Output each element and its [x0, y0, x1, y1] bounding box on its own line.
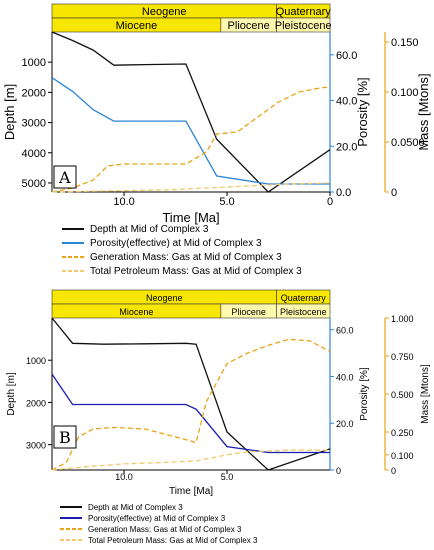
series-line-0	[51, 317, 331, 471]
panel-tag-box	[53, 425, 77, 449]
mass-tick-label: 0.100	[391, 87, 419, 99]
legend-entry: Porosity(effective) at Mid of Complex 3	[90, 238, 262, 249]
series-line-3	[51, 182, 331, 193]
epoch-band	[276, 303, 331, 319]
porosity-tick-label: 20.0	[336, 419, 354, 429]
series-line-2	[51, 86, 331, 193]
panel-tag-box	[53, 165, 77, 189]
series-line-0	[51, 31, 331, 193]
depth-tick-label: 5000	[22, 178, 46, 190]
porosity-axis-label: Porosity [%]	[359, 367, 370, 421]
legend-entry: Total Petroleum Mass: Gas at Mid of Comp…	[88, 536, 258, 545]
mass-tick-label: 0.250	[391, 428, 414, 438]
panel-tag-label: B	[59, 428, 71, 447]
legend-entry: Generation Mass: Gas at Mid of Complex 3	[90, 252, 282, 263]
porosity-axis-label: Porosity [%]	[355, 77, 370, 146]
epoch-label: Pleistocene	[280, 307, 327, 317]
time-tick-label: 5.0	[219, 196, 234, 208]
panel-tag-label: A	[58, 168, 71, 187]
porosity-tick-label: 60.0	[336, 50, 357, 62]
depth-tick-label: 3000	[22, 118, 46, 130]
epoch-label: Miocene	[119, 307, 153, 317]
porosity-tick-label: 20.0	[336, 141, 357, 153]
era-label: Neogene	[146, 293, 183, 303]
mass-tick-label: 0	[391, 187, 397, 199]
time-axis-label: Time [Ma]	[169, 486, 213, 497]
epoch-label: Pliocene	[228, 20, 270, 32]
era-label: Quaternary	[281, 293, 327, 303]
time-tick-label: 10.0	[113, 196, 134, 208]
legend-entry: Total Petroleum Mass: Gas at Mid of Comp…	[90, 266, 302, 277]
series-line-1	[51, 77, 330, 185]
depth-tick-label: 2000	[22, 87, 46, 99]
time-tick-label: 0	[327, 196, 333, 208]
legend-entry: Depth at Mid of Complex 3	[88, 503, 183, 512]
mass-tick-label: 0.0500	[391, 137, 425, 149]
time-tick-label: 10.0	[115, 472, 133, 482]
time-axis-label: Time [Ma]	[162, 210, 219, 225]
epoch-band	[276, 17, 331, 33]
porosity-tick-label: 40.0	[336, 96, 357, 108]
time-tick-label: 5.0	[221, 472, 234, 482]
depth-axis-label: Depth [m]	[6, 372, 17, 416]
depth-axis-label: Depth [m]	[2, 84, 17, 140]
mass-tick-label: 1.000	[391, 314, 414, 324]
mass-axis-label: Mass [Mtons]	[420, 364, 431, 424]
depth-tick-label: 4000	[22, 148, 46, 160]
depth-tick-label: 1000	[22, 57, 46, 69]
era-label: Neogene	[142, 6, 187, 18]
porosity-tick-label: 0.0	[336, 187, 351, 199]
porosity-tick-label: 40.0	[336, 372, 354, 382]
depth-tick-label: 2000	[26, 398, 46, 408]
porosity-tick-label: 0	[336, 466, 341, 476]
legend-entry: Depth at Mid of Complex 3	[90, 224, 209, 235]
depth-tick-label: 3000	[26, 441, 46, 451]
epoch-label: Pliocene	[231, 307, 266, 317]
mass-tick-label: 0.500	[391, 390, 414, 400]
legend-entry: Porosity(effective) at Mid of Complex 3	[88, 514, 226, 523]
mass-tick-label: 0.150	[391, 37, 419, 49]
depth-tick-label: 1000	[26, 356, 46, 366]
series-line-2	[51, 338, 331, 471]
mass-tick-label: 0	[391, 466, 396, 476]
series-line-1	[51, 373, 330, 454]
porosity-tick-label: 60.0	[336, 326, 354, 336]
legend-entry: Generation Mass: Gas at Mid of Complex 3	[88, 525, 242, 534]
series-line-3	[51, 449, 330, 471]
era-label: Quaternary	[276, 6, 332, 18]
mass-axis-label: Mass [Mtons]	[416, 73, 431, 150]
mass-tick-label: 0.750	[391, 352, 414, 362]
epoch-label: Miocene	[116, 20, 158, 32]
mass-tick-label: 0.100	[391, 451, 414, 461]
epoch-label: Pleistocene	[275, 20, 332, 32]
